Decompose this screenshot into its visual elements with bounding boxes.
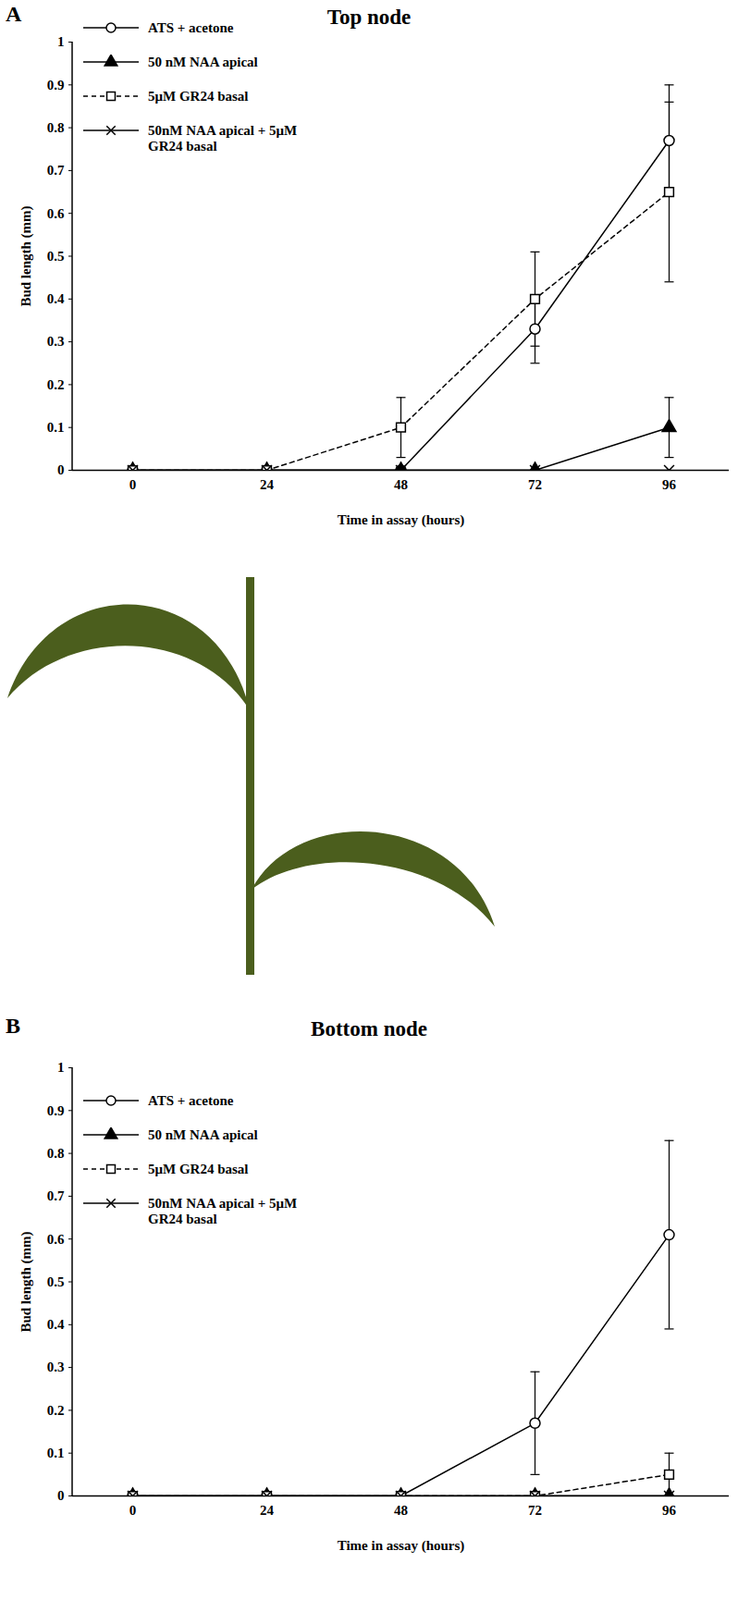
svg-text:0: 0	[57, 1488, 65, 1503]
svg-text:0: 0	[129, 477, 137, 492]
svg-text:0.7: 0.7	[47, 162, 65, 178]
svg-text:96: 96	[662, 1502, 677, 1518]
html-text:Top node: Top node	[327, 5, 411, 29]
svg-text:0: 0	[129, 1502, 137, 1518]
svg-text:0: 0	[57, 462, 65, 478]
svg-text:Time in assay (hours): Time in assay (hours)	[337, 512, 466, 529]
svg-text:0.3: 0.3	[47, 333, 65, 349]
svg-text:0.9: 0.9	[47, 77, 65, 93]
svg-text:0.2: 0.2	[47, 1402, 65, 1418]
svg-text:0.6: 0.6	[47, 1231, 65, 1247]
svg-text:0.1: 0.1	[47, 1445, 65, 1461]
svg-text:Bud length (mm): Bud length (mm)	[18, 1230, 35, 1332]
svg-text:24: 24	[259, 477, 275, 492]
html-text:5μM GR24 basal: 5μM GR24 basal	[147, 1161, 249, 1177]
svg-text:72: 72	[528, 1502, 542, 1518]
svg-text:96: 96	[662, 477, 677, 492]
svg-text:0.9: 0.9	[47, 1103, 65, 1119]
svg-text:Time in assay (hours): Time in assay (hours)	[337, 1537, 466, 1554]
svg-text:Bud length (mm): Bud length (mm)	[18, 205, 35, 307]
svg-text:1: 1	[57, 34, 65, 50]
html-text:ATS + acetone: ATS + acetone	[147, 1093, 234, 1108]
svg-text:24: 24	[259, 1502, 275, 1518]
svg-text:0.2: 0.2	[47, 377, 65, 393]
svg-text:48: 48	[393, 1502, 408, 1518]
html-text:50 nM NAA apical: 50 nM NAA apical	[147, 54, 258, 70]
html-text:50nM NAA apical + 5μM GR24 bas: 50nM NAA apical + 5μM GR24 basal	[147, 1195, 298, 1227]
html-text:A: A	[5, 1, 22, 26]
svg-text:0.4: 0.4	[47, 291, 65, 307]
svg-text:0.5: 0.5	[47, 1274, 65, 1290]
svg-text:0.3: 0.3	[47, 1359, 65, 1375]
svg-text:1: 1	[57, 1059, 65, 1075]
svg-text:0.4: 0.4	[47, 1316, 65, 1332]
svg-text:0.5: 0.5	[47, 248, 65, 264]
svg-text:72: 72	[528, 477, 542, 492]
html-text:B: B	[5, 1013, 21, 1038]
svg-text:0.8: 0.8	[47, 1145, 65, 1161]
svg-text:48: 48	[393, 477, 408, 492]
svg-text:0.7: 0.7	[47, 1188, 65, 1204]
svg-text:0.8: 0.8	[47, 120, 65, 136]
svg-text:0.1: 0.1	[47, 419, 65, 435]
html-text:50 nM NAA apical: 50 nM NAA apical	[147, 1127, 258, 1143]
html-text:Bottom node: Bottom node	[310, 1017, 428, 1041]
html-text:ATS + acetone: ATS + acetone	[147, 20, 234, 36]
svg-text:0.6: 0.6	[47, 206, 65, 222]
html-text:50nM NAA apical + 5μM GR24 bas: 50nM NAA apical + 5μM GR24 basal	[147, 123, 298, 154]
html-text:5μM GR24 basal: 5μM GR24 basal	[147, 88, 249, 104]
